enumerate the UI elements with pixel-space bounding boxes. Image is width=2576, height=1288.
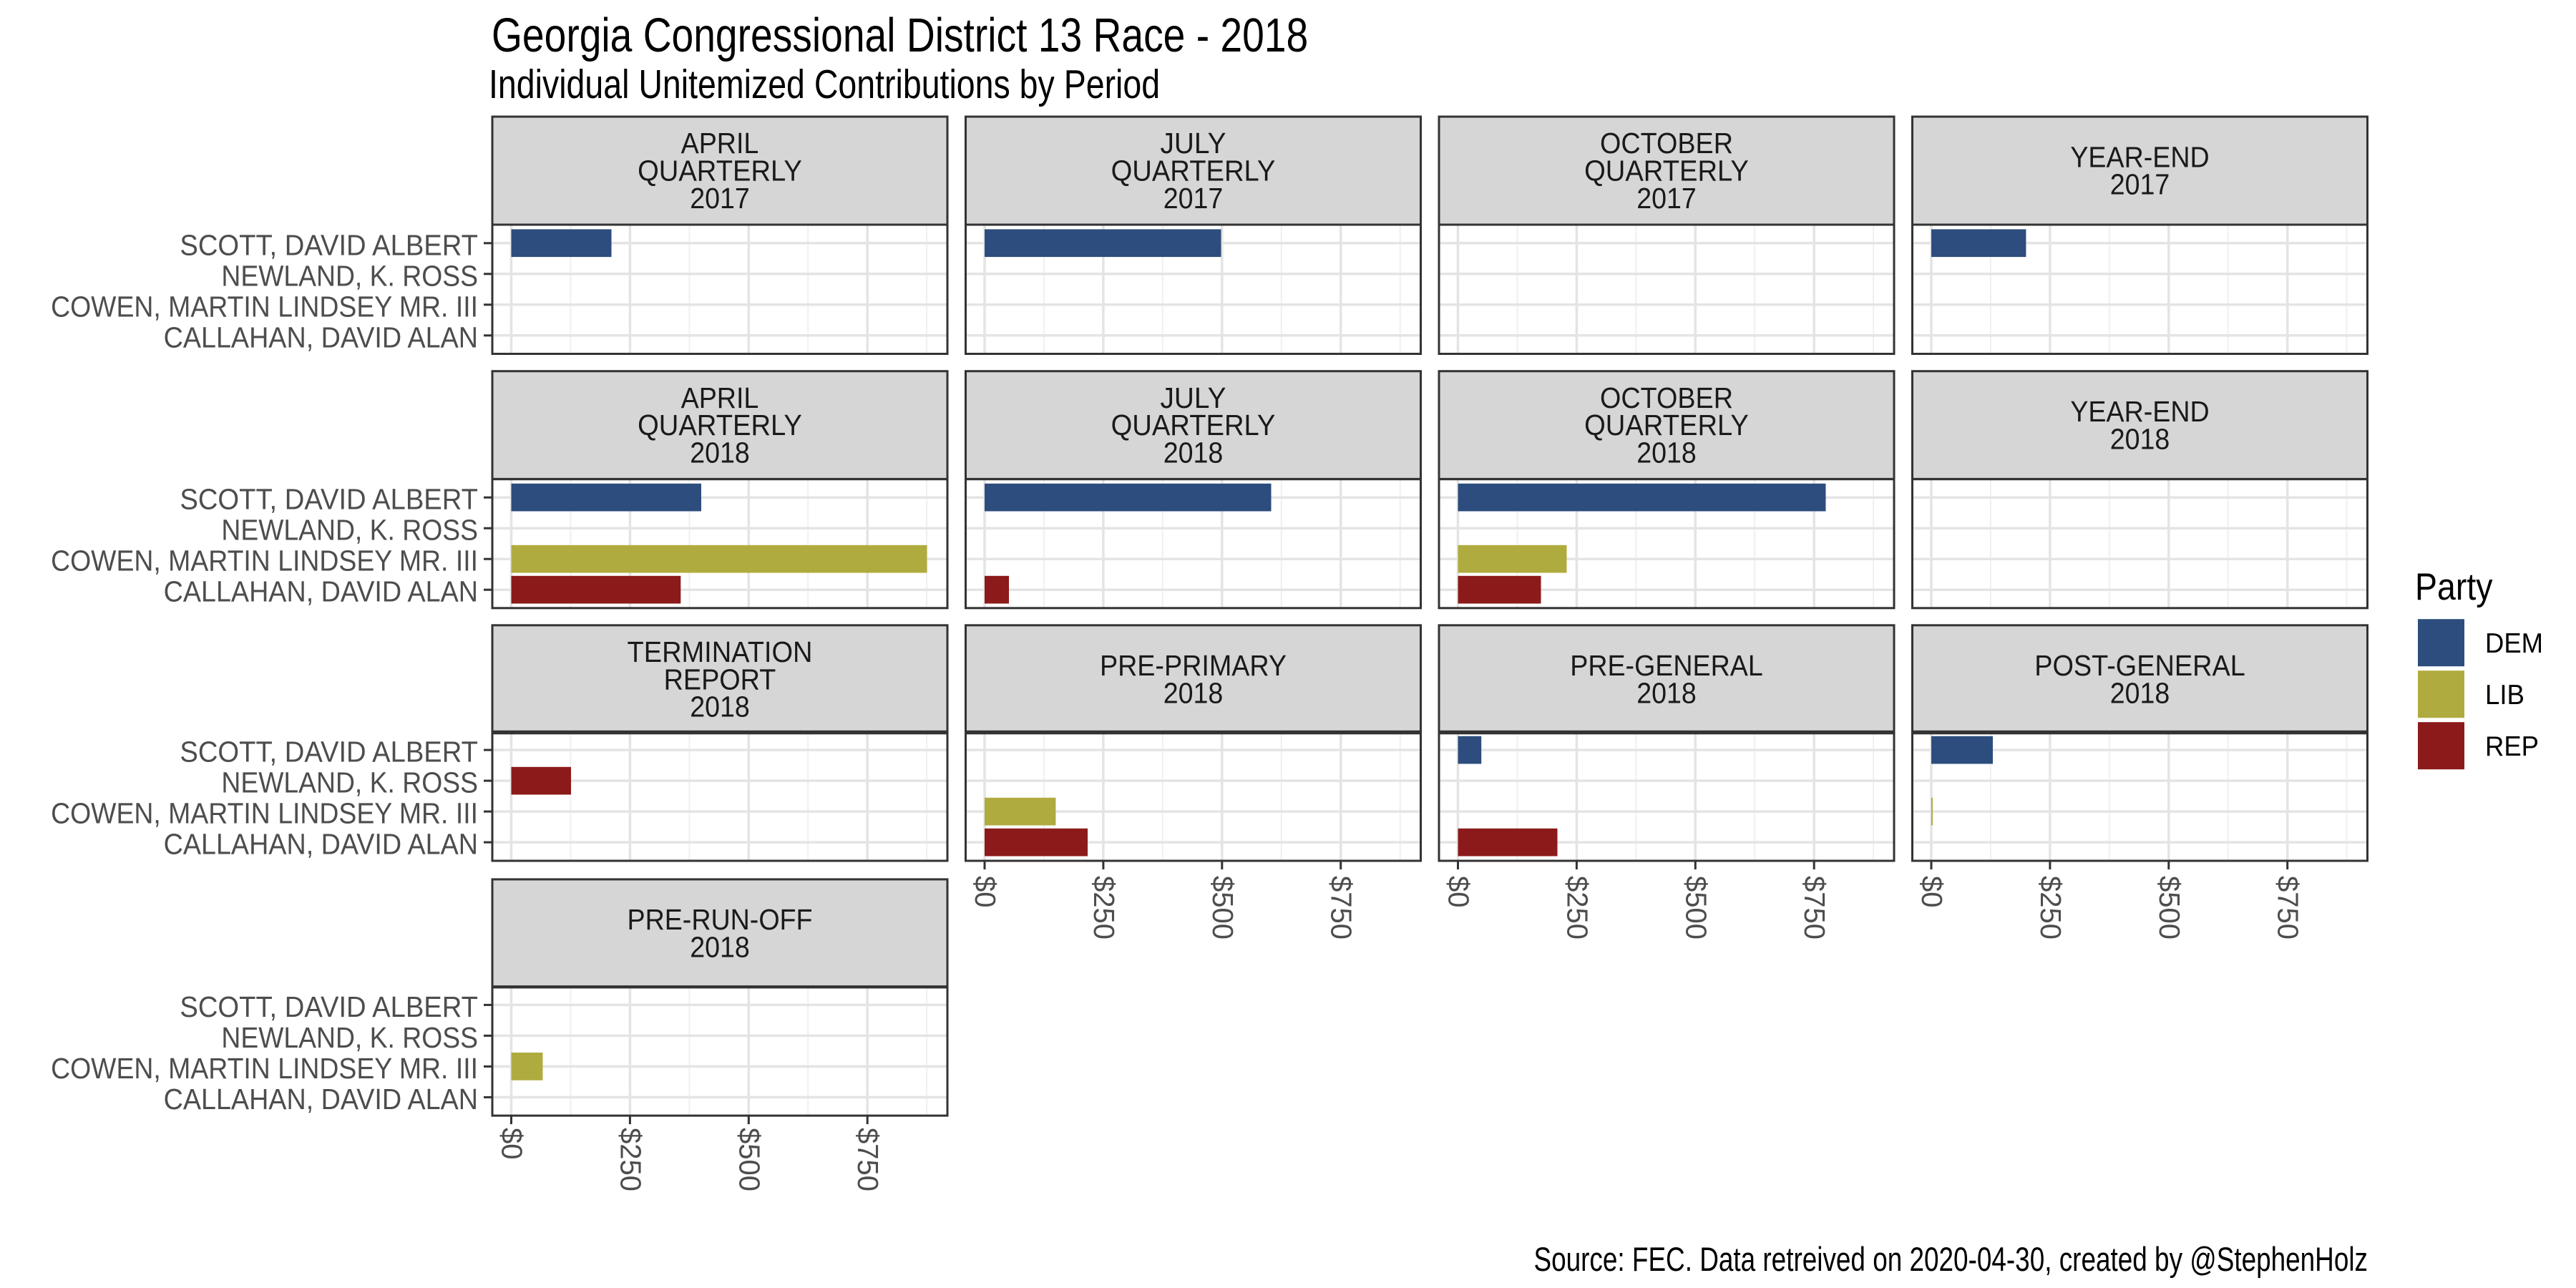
svg-text:2018: 2018 xyxy=(690,931,750,964)
svg-text:$0: $0 xyxy=(969,876,1002,908)
svg-text:COWEN, MARTIN LINDSEY MR. III: COWEN, MARTIN LINDSEY MR. III xyxy=(51,1052,478,1085)
svg-text:Individual Unitemized Contribu: Individual Unitemized Contributions by P… xyxy=(489,62,1160,107)
svg-text:QUARTERLY: QUARTERLY xyxy=(1111,409,1276,441)
svg-text:2017: 2017 xyxy=(690,182,750,215)
svg-text:$250: $250 xyxy=(2034,876,2067,940)
svg-text:NEWLAND, K. ROSS: NEWLAND, K. ROSS xyxy=(221,1021,478,1054)
svg-text:PRE-GENERAL: PRE-GENERAL xyxy=(1570,649,1763,682)
svg-text:2018: 2018 xyxy=(690,691,750,723)
svg-text:CALLAHAN, DAVID ALAN: CALLAHAN, DAVID ALAN xyxy=(164,575,478,608)
svg-text:2017: 2017 xyxy=(1163,182,1224,215)
svg-text:REP: REP xyxy=(2485,731,2539,762)
svg-text:2017: 2017 xyxy=(1636,182,1697,215)
svg-text:2018: 2018 xyxy=(1163,676,1224,709)
svg-text:$250: $250 xyxy=(1088,876,1121,940)
svg-text:$0: $0 xyxy=(1443,876,1475,908)
svg-text:NEWLAND, K. ROSS: NEWLAND, K. ROSS xyxy=(221,766,478,799)
svg-text:$500: $500 xyxy=(733,1128,766,1191)
svg-text:LIB: LIB xyxy=(2485,680,2524,711)
svg-text:CALLAHAN, DAVID ALAN: CALLAHAN, DAVID ALAN xyxy=(164,1083,478,1116)
svg-text:$750: $750 xyxy=(2272,876,2305,940)
svg-text:2017: 2017 xyxy=(2110,168,2170,201)
svg-text:SCOTT, DAVID ALBERT: SCOTT, DAVID ALBERT xyxy=(180,990,478,1023)
svg-text:QUARTERLY: QUARTERLY xyxy=(638,155,802,187)
svg-text:2018: 2018 xyxy=(1163,436,1224,469)
svg-text:COWEN, MARTIN LINDSEY MR. III: COWEN, MARTIN LINDSEY MR. III xyxy=(51,797,478,830)
svg-text:2018: 2018 xyxy=(1636,676,1697,709)
svg-text:$500: $500 xyxy=(1206,876,1239,940)
svg-text:APRIL: APRIL xyxy=(681,381,759,414)
svg-text:Georgia Congressional District: Georgia Congressional District 13 Race -… xyxy=(492,9,1308,62)
svg-text:$500: $500 xyxy=(1679,876,1712,940)
svg-text:$250: $250 xyxy=(614,1128,647,1191)
svg-text:POST-GENERAL: POST-GENERAL xyxy=(2034,649,2245,682)
svg-text:COWEN, MARTIN LINDSEY MR. III: COWEN, MARTIN LINDSEY MR. III xyxy=(51,545,478,577)
svg-text:$0: $0 xyxy=(1916,876,1948,908)
svg-text:DEM: DEM xyxy=(2485,628,2543,659)
svg-text:OCTOBER: OCTOBER xyxy=(1600,127,1733,160)
svg-text:$500: $500 xyxy=(2153,876,2186,940)
svg-text:NEWLAND, K. ROSS: NEWLAND, K. ROSS xyxy=(221,259,478,292)
svg-text:CALLAHAN, DAVID ALAN: CALLAHAN, DAVID ALAN xyxy=(164,828,478,861)
svg-text:QUARTERLY: QUARTERLY xyxy=(1584,155,1749,187)
svg-text:CALLAHAN, DAVID ALAN: CALLAHAN, DAVID ALAN xyxy=(164,321,478,353)
svg-text:YEAR-END: YEAR-END xyxy=(2070,140,2209,173)
svg-text:$0: $0 xyxy=(496,1128,529,1160)
svg-text:Source: FEC. Data retreived on: Source: FEC. Data retreived on 2020-04-3… xyxy=(1534,1240,2368,1278)
svg-text:Party: Party xyxy=(2415,566,2493,608)
svg-text:SCOTT, DAVID ALBERT: SCOTT, DAVID ALBERT xyxy=(180,736,478,769)
svg-text:PRE-PRIMARY: PRE-PRIMARY xyxy=(1100,649,1287,682)
svg-text:OCTOBER: OCTOBER xyxy=(1600,381,1733,414)
svg-text:TERMINATION: TERMINATION xyxy=(628,635,813,668)
svg-text:PRE-RUN-OFF: PRE-RUN-OFF xyxy=(628,903,813,936)
svg-text:JULY: JULY xyxy=(1161,127,1226,160)
svg-text:APRIL: APRIL xyxy=(681,127,759,160)
svg-text:$250: $250 xyxy=(1561,876,1594,940)
svg-text:YEAR-END: YEAR-END xyxy=(2070,395,2209,428)
svg-text:$750: $750 xyxy=(1325,876,1358,940)
svg-text:2018: 2018 xyxy=(2110,676,2170,709)
svg-text:2018: 2018 xyxy=(690,436,750,469)
svg-text:SCOTT, DAVID ALBERT: SCOTT, DAVID ALBERT xyxy=(180,228,478,261)
svg-text:SCOTT, DAVID ALBERT: SCOTT, DAVID ALBERT xyxy=(180,483,478,516)
svg-text:$750: $750 xyxy=(1798,876,1831,940)
svg-text:2018: 2018 xyxy=(2110,422,2170,455)
svg-text:NEWLAND, K. ROSS: NEWLAND, K. ROSS xyxy=(221,514,478,547)
svg-text:QUARTERLY: QUARTERLY xyxy=(1111,155,1276,187)
svg-text:COWEN, MARTIN LINDSEY MR. III: COWEN, MARTIN LINDSEY MR. III xyxy=(51,290,478,323)
svg-text:QUARTERLY: QUARTERLY xyxy=(638,409,802,441)
svg-text:$750: $750 xyxy=(852,1128,884,1191)
svg-text:2018: 2018 xyxy=(1636,436,1697,469)
svg-text:REPORT: REPORT xyxy=(664,663,776,696)
svg-text:QUARTERLY: QUARTERLY xyxy=(1584,409,1749,441)
svg-text:JULY: JULY xyxy=(1161,381,1226,414)
